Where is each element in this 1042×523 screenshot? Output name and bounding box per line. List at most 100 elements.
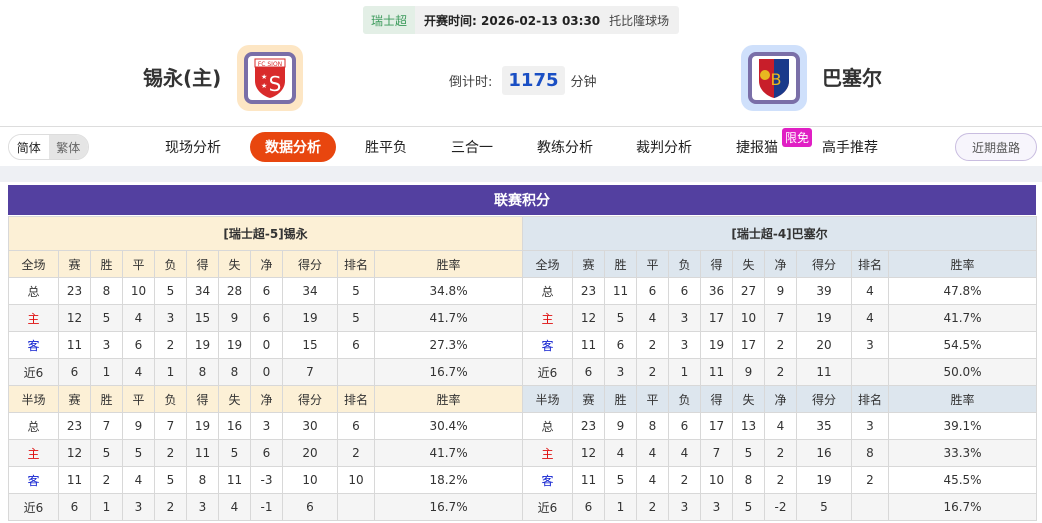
row-label: 主 bbox=[522, 439, 573, 467]
stat-cell: 6 bbox=[250, 439, 283, 467]
stat-cell: 3 bbox=[154, 304, 187, 332]
half-time-label: 半场 bbox=[8, 385, 59, 413]
table-row: 客 11 3 6 2 19 19 0 15 6 27.3% bbox=[8, 331, 524, 359]
column-header: 平 bbox=[122, 250, 155, 278]
stat-cell: 11 bbox=[218, 466, 251, 494]
stat-cell: 7 bbox=[282, 358, 338, 386]
stat-cell: 17 bbox=[732, 331, 765, 359]
stat-cell: 4 bbox=[122, 304, 155, 332]
stat-cell: 3 bbox=[668, 304, 701, 332]
column-header: 失 bbox=[732, 250, 765, 278]
home-team-name[interactable]: 锡永(主) bbox=[143, 66, 222, 90]
team-header-row: [瑞士超-4]巴塞尔 bbox=[521, 216, 1038, 251]
stat-cell: 8 bbox=[636, 412, 669, 440]
stat-cell: 11 bbox=[572, 331, 605, 359]
stat-cell: 8 bbox=[851, 439, 889, 467]
stat-cell: 41.7% bbox=[373, 439, 524, 467]
stat-cell: 16.7% bbox=[887, 493, 1038, 521]
row-label: 主 bbox=[8, 439, 59, 467]
stat-cell: 23 bbox=[58, 277, 91, 305]
column-header: 得 bbox=[700, 385, 733, 413]
column-header: 得分 bbox=[282, 250, 338, 278]
stat-cell: 5 bbox=[604, 304, 637, 332]
stat-cell: 17 bbox=[700, 304, 733, 332]
table-row: 总 23 7 9 7 19 16 3 30 6 30.4% bbox=[8, 412, 524, 440]
stat-cell: 4 bbox=[851, 304, 889, 332]
stat-cell: 6 bbox=[250, 304, 283, 332]
stat-cell: 8 bbox=[732, 466, 765, 494]
column-header: 得分 bbox=[282, 385, 338, 413]
svg-text:★: ★ bbox=[261, 73, 267, 81]
row-label: 客 bbox=[522, 466, 573, 494]
stat-cell: 1 bbox=[668, 358, 701, 386]
home-team-logo[interactable]: FC SION S ★ ★ bbox=[237, 45, 303, 111]
simplified-chinese-option[interactable]: 简体 bbox=[9, 135, 49, 159]
kickoff-label: 开赛时间: bbox=[424, 13, 477, 28]
tab-referee-analysis[interactable]: 裁判分析 bbox=[636, 140, 692, 156]
column-header: 得 bbox=[700, 250, 733, 278]
tab-data-analysis[interactable]: 数据分析 bbox=[250, 132, 336, 162]
away-team-name[interactable]: 巴塞尔 bbox=[822, 66, 882, 90]
away-team-logo[interactable]: B bbox=[741, 45, 807, 111]
tab-live-analysis[interactable]: 现场分析 bbox=[165, 140, 221, 156]
column-header: 得分 bbox=[796, 385, 852, 413]
section-spacer bbox=[0, 166, 1042, 182]
league-tag[interactable]: 瑞士超 bbox=[363, 6, 416, 34]
stat-cell: 6 bbox=[668, 277, 701, 305]
stat-cell: -1 bbox=[250, 493, 283, 521]
stat-cell: 11 bbox=[58, 331, 91, 359]
tab-coach-analysis[interactable]: 教练分析 bbox=[537, 140, 593, 156]
row-label: 客 bbox=[522, 331, 573, 359]
stat-cell: 13 bbox=[732, 412, 765, 440]
column-header: 胜 bbox=[90, 250, 123, 278]
divider bbox=[0, 126, 1042, 127]
row-label: 总 bbox=[522, 412, 573, 440]
row-label: 客 bbox=[8, 466, 59, 494]
stat-cell: 9 bbox=[218, 304, 251, 332]
stat-cell: 5 bbox=[90, 439, 123, 467]
stat-cell: 3 bbox=[250, 412, 283, 440]
tab-three-in-one[interactable]: 三合一 bbox=[451, 140, 493, 156]
svg-text:★: ★ bbox=[261, 82, 267, 90]
stat-cell: 2 bbox=[636, 493, 669, 521]
stat-cell bbox=[851, 358, 889, 386]
stat-cell: 9 bbox=[732, 358, 765, 386]
tab-jiebaomao[interactable]: 捷报猫 bbox=[736, 140, 778, 156]
stat-cell: 5 bbox=[604, 466, 637, 494]
table-row: 总 23 9 8 6 17 13 4 35 3 39.1% bbox=[522, 412, 1038, 440]
traditional-chinese-option[interactable]: 繁体 bbox=[48, 135, 88, 159]
stat-cell: 9 bbox=[764, 277, 797, 305]
column-header: 排名 bbox=[337, 385, 375, 413]
kickoff-time: 2026-02-13 03:30 bbox=[481, 13, 601, 28]
stat-cell: 35 bbox=[796, 412, 852, 440]
stat-cell: 0 bbox=[250, 358, 283, 386]
table-row: 主 12 5 4 3 15 9 6 19 5 41.7% bbox=[8, 304, 524, 332]
column-header: 排名 bbox=[851, 250, 889, 278]
stat-cell: 27 bbox=[732, 277, 765, 305]
column-header: 负 bbox=[154, 250, 187, 278]
stat-cell: 2 bbox=[337, 439, 375, 467]
tab-expert-picks[interactable]: 高手推荐 bbox=[822, 140, 878, 156]
row-label: 主 bbox=[8, 304, 59, 332]
language-toggle[interactable]: 简体 繁体 bbox=[8, 134, 89, 160]
stat-cell: 6 bbox=[668, 412, 701, 440]
table-row: 主 12 4 4 4 7 5 2 16 8 33.3% bbox=[522, 439, 1038, 467]
stat-cell: 19 bbox=[186, 331, 219, 359]
stat-cell bbox=[337, 493, 375, 521]
tab-win-draw-loss[interactable]: 胜平负 bbox=[365, 140, 407, 156]
basel-crest-icon: B bbox=[759, 59, 789, 98]
stat-cell: 3 bbox=[186, 493, 219, 521]
stat-cell: 1 bbox=[604, 493, 637, 521]
recent-trend-button[interactable]: 近期盘路 bbox=[955, 133, 1037, 161]
stat-cell: 5 bbox=[732, 493, 765, 521]
full-time-label: 全场 bbox=[8, 250, 59, 278]
stat-cell: 20 bbox=[282, 439, 338, 467]
stat-cell: 33.3% bbox=[887, 439, 1038, 467]
stat-cell: 5 bbox=[218, 439, 251, 467]
stat-cell: 16 bbox=[796, 439, 852, 467]
stat-cell: 2 bbox=[668, 466, 701, 494]
table-row: 客 11 5 4 2 10 8 2 19 2 45.5% bbox=[522, 466, 1038, 494]
full-time-label: 全场 bbox=[522, 250, 573, 278]
stat-cell: 7 bbox=[90, 412, 123, 440]
stat-cell: 9 bbox=[604, 412, 637, 440]
